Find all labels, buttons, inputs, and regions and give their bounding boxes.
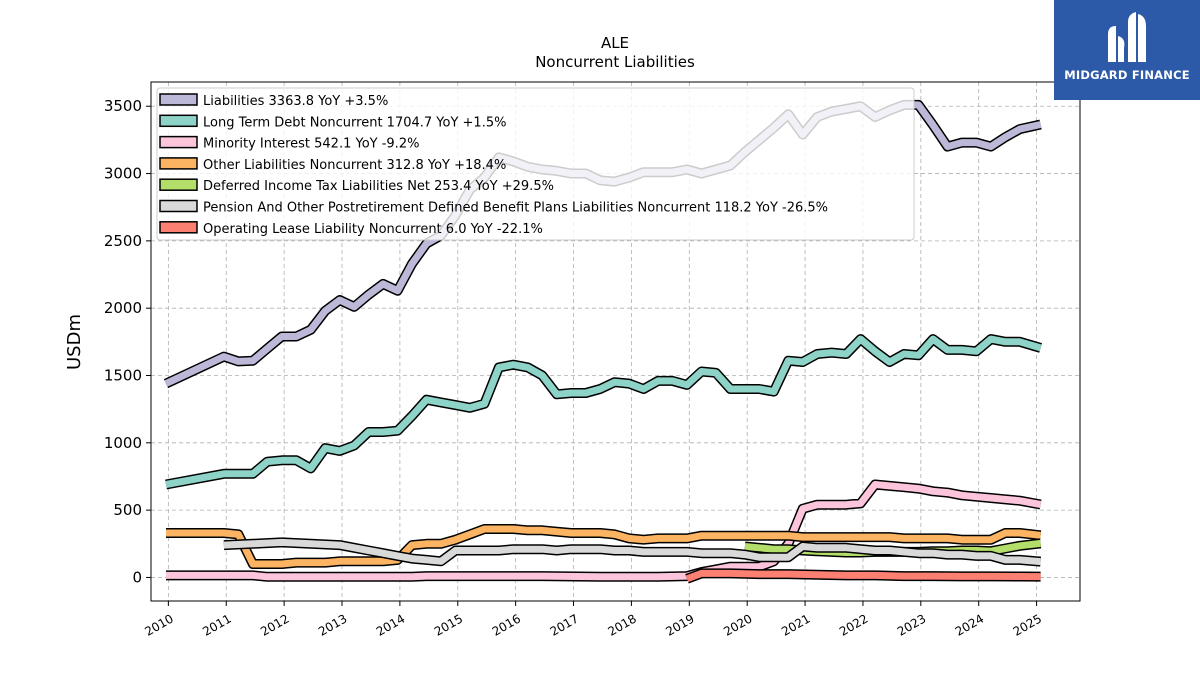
legend-item: Long Term Debt Noncurrent 1704.7 YoY +1.… <box>159 114 506 130</box>
x-tick-label: 2016 <box>490 611 523 638</box>
legend-label: Operating Lease Liability Noncurrent 6.0… <box>203 222 543 237</box>
legend-swatch <box>159 135 198 149</box>
chart-subtitle: Noncurrent Liabilities <box>535 53 695 71</box>
y-tick-label: 3000 <box>104 165 142 183</box>
y-tick-label: 3500 <box>104 97 142 115</box>
legend-swatch <box>159 93 198 106</box>
series-line-stroke <box>166 525 1041 568</box>
legend-label: Pension And Other Postretirement Defined… <box>203 201 828 216</box>
legend-label: Deferred Income Tax Liabilities Net 253.… <box>203 179 554 194</box>
x-tick-label: 2017 <box>548 611 581 638</box>
x-tick-label: 2018 <box>605 611 638 638</box>
y-tick-label: 0 <box>132 568 142 586</box>
series-line-stroke <box>223 538 1041 566</box>
x-tick-label: 2020 <box>721 611 754 638</box>
y-tick-label: 2500 <box>104 232 142 250</box>
legend-swatch <box>159 199 198 213</box>
y-tick-label: 500 <box>113 501 142 519</box>
legend-item: Minority Interest 542.1 YoY -9.2% <box>159 135 419 152</box>
x-tick-label: 2014 <box>374 611 407 638</box>
legend-swatch <box>159 114 198 128</box>
legend-item: Pension And Other Postretirement Defined… <box>159 199 828 216</box>
legend-label: Liabilities 3363.8 YoY +3.5% <box>203 94 388 109</box>
x-tick-label: 2021 <box>779 611 812 638</box>
y-tick-label: 1000 <box>104 434 142 452</box>
y-tick-label: 1500 <box>104 366 142 384</box>
brand-name: MIDGARD FINANCE <box>1064 68 1190 82</box>
y-axis-label: USDm <box>64 314 85 370</box>
x-tick-label: 2012 <box>258 611 291 638</box>
legend-swatch <box>159 221 198 234</box>
y-axis: 0 500 1000 1500 2000 2500 3000 3500 <box>104 97 151 586</box>
series-line <box>223 537 1042 567</box>
chart-title: ALE <box>601 34 629 52</box>
y-tick-label: 2000 <box>104 299 142 317</box>
legend-label: Other Liabilities Noncurrent 312.8 YoY +… <box>203 158 506 173</box>
x-axis: 2010 2011 2012 2013 2014 2015 2016 2017 2018 2019… <box>142 601 1044 639</box>
x-tick-label: 2022 <box>837 611 870 638</box>
legend-swatch <box>159 178 198 191</box>
legend-item: Operating Lease Liability Noncurrent 6.0… <box>159 221 543 237</box>
legend-label: Minority Interest 542.1 YoY -9.2% <box>203 137 419 152</box>
legend-box <box>156 87 915 241</box>
legend: Liabilities 3363.8 YoY +3.5% Long Term De… <box>156 87 915 241</box>
x-tick-label: 2013 <box>316 611 349 638</box>
legend-item: Other Liabilities Noncurrent 312.8 YoY +… <box>159 157 506 173</box>
series-line-stroke <box>165 335 1042 488</box>
brand-logo: MIDGARD FINANCE <box>1054 0 1200 100</box>
x-tick-label: 2015 <box>432 611 465 638</box>
series-line <box>685 568 1041 584</box>
plot-frame <box>150 81 1081 602</box>
x-tick-label: 2010 <box>142 611 175 638</box>
series-line <box>166 524 1042 569</box>
legend-swatch <box>159 157 198 170</box>
legend-label: Long Term Debt Noncurrent 1704.7 YoY +1.… <box>203 115 506 130</box>
x-tick-label: 2011 <box>200 611 233 638</box>
series-line <box>165 334 1043 490</box>
x-tick-label: 2025 <box>1011 611 1044 638</box>
midgard-logo-icon <box>1108 12 1146 62</box>
x-tick-label: 2023 <box>895 611 928 638</box>
legend-item: Liabilities 3363.8 YoY +3.5% <box>159 93 388 109</box>
x-tick-label: 2019 <box>663 611 696 638</box>
x-tick-label: 2024 <box>953 611 986 638</box>
series-line-stroke <box>685 569 1041 583</box>
legend-item: Deferred Income Tax Liabilities Net 253.… <box>159 178 554 194</box>
